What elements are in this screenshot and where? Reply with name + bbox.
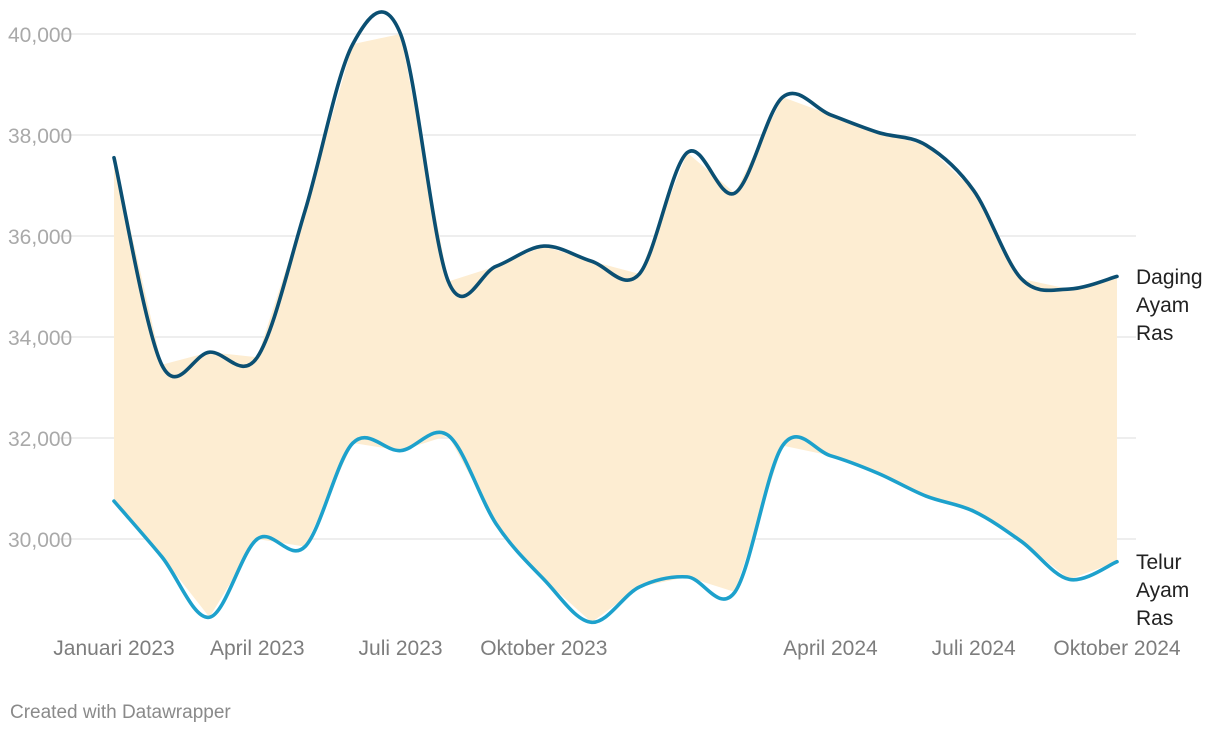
y-tick-label: 40,000 [8,24,72,47]
x-axis-tick-labels: Januari 2023 April 2023 Juli 2023 Oktober 2… [53,637,1181,660]
x-tick-label: Juli 2024 [932,637,1016,660]
x-tick-label: Oktober 2024 [1053,637,1181,660]
series-label-telur-ayam-ras: Telur Ayam Ras [1136,551,1189,630]
x-tick-label: April 2024 [783,637,878,660]
series-label-daging-ayam-ras: Daging Ayam Ras [1136,266,1203,345]
y-tick-label: 36,000 [8,226,72,249]
credit-footer: Created with Datawrapper [10,702,231,723]
series-labels: Daging Ayam Ras Telur Ayam Ras [1136,266,1203,630]
x-tick-label: Januari 2023 [53,637,174,660]
x-tick-label: Oktober 2023 [480,637,607,660]
x-tick-label: Juli 2023 [359,637,443,660]
x-tick-label: April 2023 [210,637,305,660]
series-lines [112,10,1119,625]
y-tick-label: 34,000 [8,327,72,350]
y-tick-label: 38,000 [8,125,72,148]
y-tick-label: 32,000 [8,428,72,451]
series-line-telur-ayam-ras [112,430,1119,625]
range-fill-area [114,34,1117,623]
series-line-daging-ayam-ras [112,10,1119,379]
y-axis-tick-labels: 30,000 32,000 34,000 36,000 38,000 40,000 [8,24,72,552]
y-tick-label: 30,000 [8,529,72,552]
